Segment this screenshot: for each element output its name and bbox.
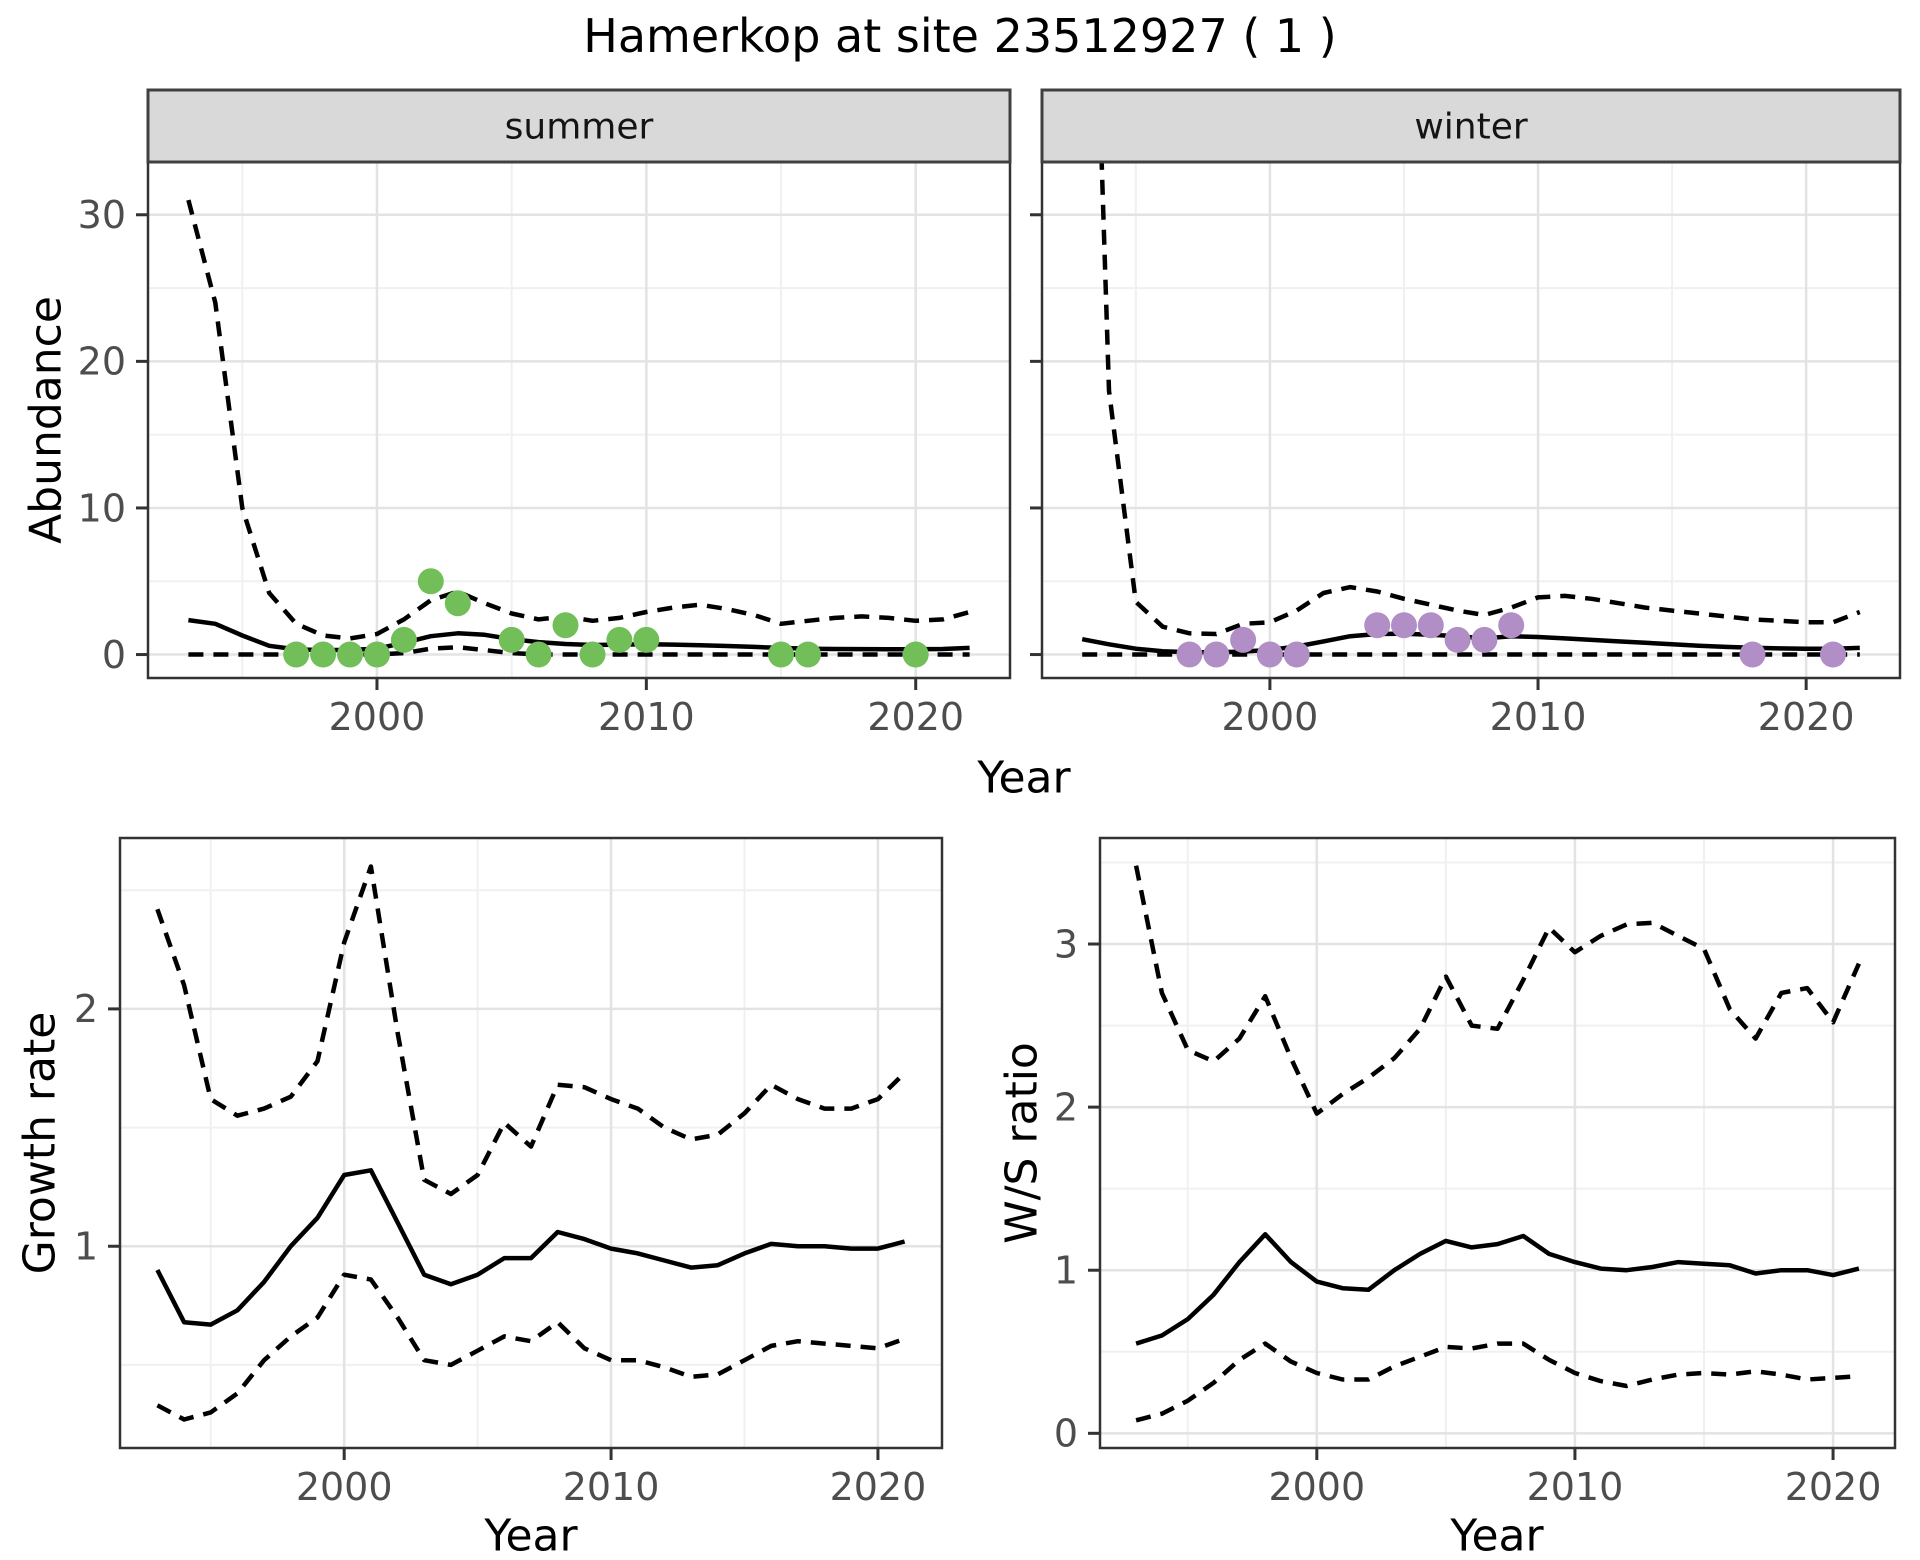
y-tick-label: 0 — [1054, 1412, 1078, 1456]
panel-border — [1098, 836, 1897, 1450]
panel-border — [118, 836, 944, 1450]
data-point-abundance-summer — [633, 626, 660, 653]
x-tick-label: 2010 — [563, 1465, 660, 1509]
data-point-abundance-summer — [283, 641, 310, 668]
x-tick-label: 2020 — [1785, 1465, 1882, 1509]
y-tick-label: 2 — [74, 987, 98, 1031]
data-point-abundance-winter — [1176, 641, 1203, 668]
x-tick-label: 2020 — [867, 695, 964, 739]
fit-line — [1135, 1232, 1860, 1346]
panel-background — [1100, 838, 1895, 1448]
x-tick-label: 2020 — [1758, 695, 1855, 739]
data-point-abundance-summer — [498, 626, 525, 653]
data-point-abundance-summer — [525, 641, 552, 668]
y-tick-label: 0 — [102, 633, 126, 677]
x-axis-title-year-growth: Year — [484, 1510, 578, 1560]
ci-lower-line — [156, 1272, 906, 1422]
data-point-abundance-summer — [390, 626, 417, 653]
data-point-abundance-winter — [1739, 641, 1766, 668]
data-layer — [1081, 162, 1861, 668]
y-tick-label: 20 — [78, 340, 126, 384]
facet-strip-label-summer: summer — [504, 106, 654, 148]
x-tick-label: 2010 — [1490, 695, 1587, 739]
data-point-abundance-winter — [1391, 612, 1417, 639]
data-point-abundance-summer — [337, 641, 363, 668]
y-axis-title-ws-ratio: W/S ratio — [996, 1042, 1048, 1244]
ci-upper-line — [1133, 865, 1861, 1116]
chart-panel-abundance-summer: 2000 2010 2020 0 10 20 30 — [78, 88, 1012, 739]
chart-panel-abundance-winter: 2000 2010 2020 — [1030, 88, 1902, 739]
facet-strip — [1040, 88, 1902, 164]
facet-strip-label-winter: winter — [1414, 106, 1528, 148]
y-axis-title-growth-rate: Growth rate — [14, 1011, 66, 1275]
x-tick-label: 2000 — [329, 695, 426, 739]
ci-upper-line — [1099, 162, 1861, 637]
data-point-abundance-winter — [1444, 626, 1471, 653]
data-point-abundance-summer — [417, 568, 444, 595]
data-point-abundance-winter — [1203, 641, 1230, 668]
data-point-abundance-summer — [795, 641, 821, 668]
x-axis-title-year-ws: Year — [1450, 1510, 1544, 1560]
data-point-abundance-summer — [552, 612, 579, 639]
y-tick-label: 1 — [1054, 1249, 1078, 1293]
x-tick-label: 2000 — [296, 1465, 393, 1509]
ci-upper-line — [186, 199, 971, 641]
data-point-abundance-winter — [1471, 626, 1498, 653]
figure-title: Hamerkop at site 23512927 ( 1 ) — [583, 9, 1337, 63]
facet-strip — [146, 88, 1012, 164]
data-point-abundance-winter — [1283, 641, 1310, 668]
panel-background — [148, 162, 1010, 678]
data-point-abundance-summer — [902, 641, 929, 668]
x-axis-title-year-top: Year — [977, 752, 1071, 804]
data-point-abundance-winter — [1230, 626, 1257, 653]
ci-upper-line — [155, 864, 907, 1197]
data-point-abundance-winter — [1417, 612, 1444, 639]
y-tick-label: 1 — [74, 1225, 98, 1269]
data-point-abundance-summer — [364, 641, 390, 668]
data-point-abundance-winter — [1364, 612, 1391, 639]
data-point-abundance-winter — [1820, 641, 1846, 668]
data-layer — [1133, 865, 1861, 1423]
data-point-abundance-summer — [579, 641, 606, 668]
ci-lower-line — [1135, 1341, 1860, 1423]
data-point-abundance-summer — [444, 590, 471, 617]
x-tick-label: 2010 — [1527, 1465, 1624, 1509]
data-point-abundance-summer — [768, 641, 794, 668]
x-tick-label: 2010 — [598, 695, 695, 739]
data-layer — [186, 199, 971, 668]
y-tick-label: 30 — [78, 193, 126, 237]
panel-background — [1042, 162, 1900, 678]
chart-panel-growth-rate: 2000 2010 2020 1 2 — [74, 836, 944, 1509]
data-point-abundance-winter — [1256, 641, 1283, 668]
data-layer — [155, 864, 907, 1422]
data-point-abundance-winter — [1498, 612, 1525, 639]
y-tick-label: 3 — [1054, 922, 1078, 966]
y-tick-label: 2 — [1054, 1085, 1078, 1129]
data-point-abundance-summer — [606, 626, 633, 653]
x-tick-label: 2020 — [830, 1465, 927, 1509]
y-tick-label: 10 — [78, 486, 126, 530]
chart-panel-ws-ratio: 2000 2010 2020 0 1 2 3 — [1054, 836, 1897, 1509]
x-tick-label: 2000 — [1268, 1465, 1365, 1509]
x-tick-label: 2000 — [1222, 695, 1319, 739]
data-point-abundance-summer — [310, 641, 337, 668]
y-axis-title-abundance: Abundance — [20, 296, 72, 544]
fit-line — [155, 1168, 906, 1327]
